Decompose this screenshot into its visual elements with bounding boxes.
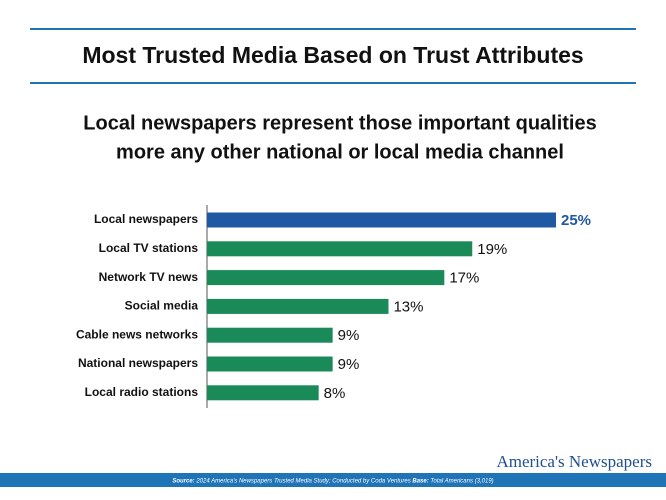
bar [207,241,473,257]
category-label: Local radio stations [85,385,199,399]
title: Most Trusted Media Based on Trust Attrib… [82,42,583,68]
value-label: 8% [324,385,346,402]
value-label: 9% [338,327,360,344]
base: Total Americans (3,019) [430,478,493,484]
footer-band [0,473,666,487]
bar [207,212,556,228]
subtitle: Local newspapers represent those importa… [83,112,596,134]
category-label: Local TV stations [99,241,199,255]
value-label: 17% [449,270,479,287]
subtitle: more any other national or local media c… [116,141,564,163]
category-label: National newspapers [78,356,198,370]
base-label: Base: [412,478,428,484]
bar [207,327,333,343]
source: 2024 America's Newspapers Trusted Media … [195,478,410,484]
category-label: Local newspapers [94,212,198,226]
logo: America's Newspapers [496,452,652,471]
footer-source: Source: 2024 America's Newspapers Truste… [172,478,493,484]
category-label: Social media [125,299,199,313]
category-label: Network TV news [99,270,199,284]
bar [207,356,333,372]
source-label: Source: [172,478,194,484]
value-label: 9% [338,356,360,373]
bar [207,298,389,314]
value-label: 25% [561,212,591,229]
value-label: 19% [477,241,507,258]
bar [207,270,445,286]
category-label: Cable news networks [76,327,198,341]
bar [207,385,319,401]
value-label: 13% [393,298,423,315]
